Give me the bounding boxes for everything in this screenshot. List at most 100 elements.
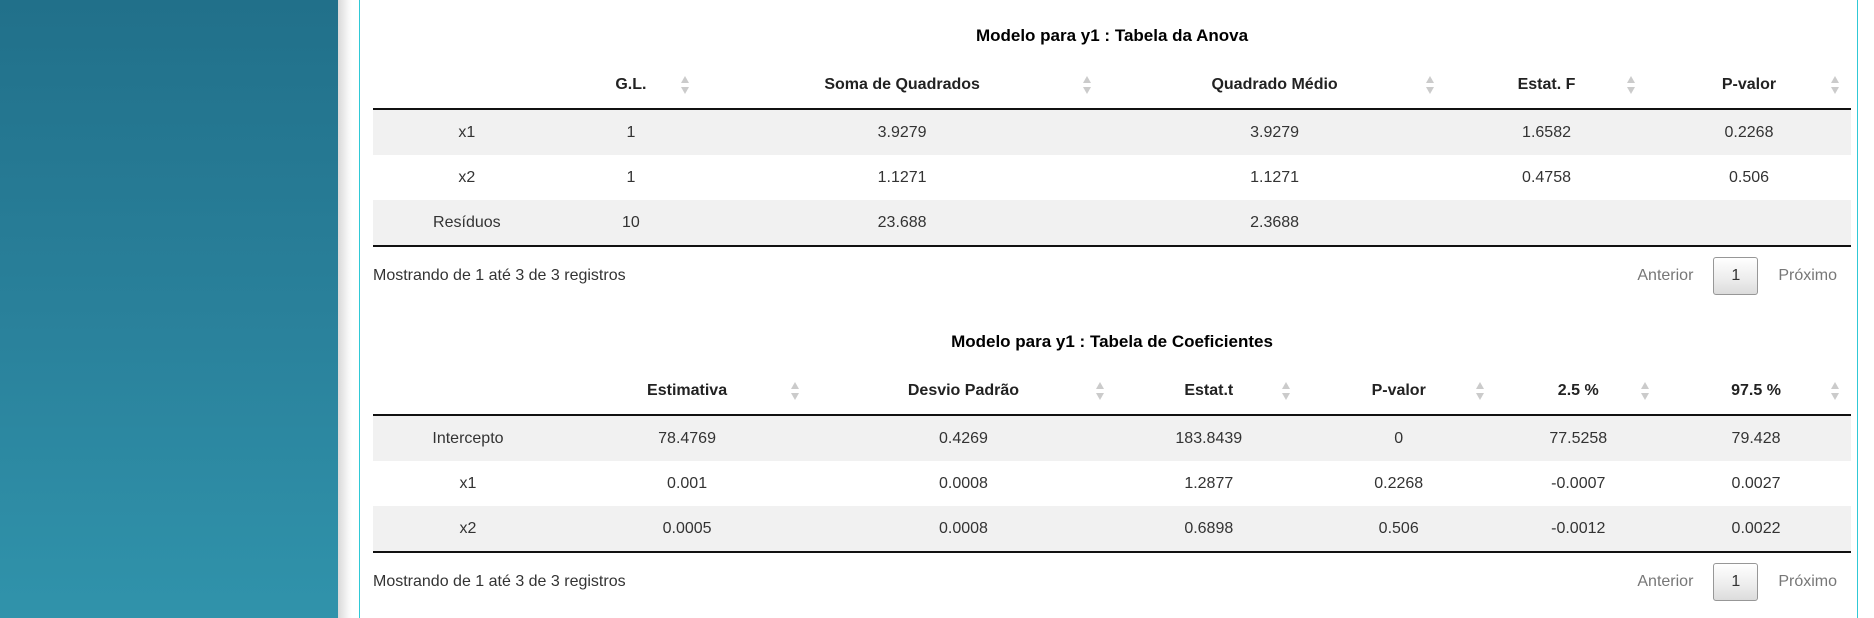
value-cell: 79.428: [1731, 430, 1781, 447]
value-cell: 3.9279: [877, 124, 927, 141]
anova-table-footer: Mostrando de 1 até 3 de 3 registros Ante…: [373, 247, 1851, 295]
row-label-cell: x2: [459, 520, 477, 537]
value-cell: 0.506: [1728, 169, 1770, 186]
anova-table-title: Modelo para y1 : Tabela da Anova: [975, 26, 1249, 45]
sort-icon: [680, 75, 691, 95]
value-cell: 77.5258: [1549, 430, 1608, 447]
value-cell: 1.6582: [1522, 124, 1571, 141]
column-header-label: Estat.t: [1184, 382, 1234, 399]
sort-icon: [1830, 381, 1841, 401]
pagination: Anterior 1 Próximo: [1623, 257, 1851, 295]
value-cell: 23.688: [877, 214, 927, 231]
sort-icon: [1425, 75, 1436, 95]
sidebar: [0, 0, 338, 618]
results-info: Mostrando de 1 até 3 de 3 registros: [373, 573, 626, 590]
column-header-label: Desvio Padrão: [907, 382, 1020, 399]
content-panel: Modelo para y1 : Tabela da Anova G.L. Som…: [359, 0, 1858, 618]
pagination: Anterior 1 Próximo: [1623, 563, 1851, 601]
value-cell: 0.0008: [938, 520, 988, 537]
table-row: Intercepto 78.4769 0.4269 183.8439 0 77.5258 7…: [373, 415, 1851, 461]
table-row: x2 1 1.1271 1.1271 0.4758 0.506: [373, 155, 1851, 200]
column-header-label: P-valor: [1371, 382, 1426, 399]
column-header-label: Estat. F: [1517, 76, 1576, 93]
column-header-label: P-valor: [1721, 76, 1777, 93]
column-header[interactable]: P-valor: [1301, 367, 1496, 416]
column-header[interactable]: 2.5 %: [1495, 367, 1662, 416]
coefficients-table-title: Modelo para y1 : Tabela de Coeficientes: [951, 332, 1273, 351]
value-cell: 0: [1394, 430, 1404, 447]
sort-icon: [1095, 381, 1106, 401]
row-label-cell: x1: [459, 475, 477, 492]
column-header[interactable]: Soma de Quadrados: [701, 61, 1104, 110]
value-cell: 0.0022: [1731, 520, 1781, 537]
next-page-button[interactable]: Próximo: [1778, 573, 1837, 590]
column-header[interactable]: P-valor: [1647, 61, 1851, 110]
sort-icon: [1626, 75, 1637, 95]
column-header[interactable]: Quadrado Médio: [1103, 61, 1447, 110]
sort-icon: [1082, 75, 1093, 95]
page-1-button[interactable]: 1: [1713, 257, 1759, 295]
table-row: x1 1 3.9279 3.9279 1.6582 0.2268: [373, 109, 1851, 155]
value-cell: 1.1271: [1250, 169, 1300, 186]
value-cell: 0.0008: [938, 475, 988, 492]
column-header-label: 2.5 %: [1557, 382, 1599, 399]
sort-icon: [1640, 381, 1651, 401]
column-header-label: Soma de Quadrados: [824, 76, 980, 93]
table-row: Resíduos 10 23.688 2.3688: [373, 200, 1851, 246]
value-cell: 1.1271: [877, 169, 927, 186]
value-cell: 0.2268: [1374, 475, 1424, 492]
value-cell: -0.0012: [1551, 520, 1606, 537]
value-cell: 0.4269: [938, 430, 988, 447]
coefficients-section: Modelo para y1 : Tabela de Coeficientes …: [373, 331, 1851, 601]
header-row: G.L. Soma de Quadrados Quadrado Médio Estat…: [373, 61, 1851, 110]
coefficients-table: Estimativa Desvio Padrão Estat.t P-valor 2.5…: [373, 367, 1851, 553]
value-cell: 10: [622, 214, 640, 231]
sidebar-shadow: [338, 0, 352, 618]
anova-section: Modelo para y1 : Tabela da Anova G.L. Som…: [373, 25, 1851, 295]
row-label-cell: x2: [458, 169, 476, 186]
row-label-cell: x1: [458, 124, 476, 141]
value-cell: 0.4758: [1522, 169, 1571, 186]
value-cell: 0.6898: [1184, 520, 1234, 537]
table-row: x2 0.0005 0.0008 0.6898 0.506 -0.0012 0.0022: [373, 506, 1851, 552]
row-label-cell: Resíduos: [433, 214, 501, 231]
next-page-button[interactable]: Próximo: [1778, 267, 1837, 284]
coefficients-table-footer: Mostrando de 1 até 3 de 3 registros Ante…: [373, 553, 1851, 601]
sort-icon: [790, 381, 801, 401]
column-header-label: Quadrado Médio: [1211, 76, 1338, 93]
column-header[interactable]: Estimativa: [562, 367, 812, 416]
value-cell: 0.0027: [1731, 475, 1781, 492]
row-label-header: [373, 367, 563, 416]
value-cell: 1: [626, 169, 636, 186]
value-cell: 1: [626, 124, 636, 141]
results-info: Mostrando de 1 até 3 de 3 registros: [373, 267, 626, 284]
column-header[interactable]: Estat. F: [1446, 61, 1648, 110]
column-header-label: G.L.: [615, 76, 647, 93]
column-header[interactable]: Desvio Padrão: [811, 367, 1116, 416]
value-cell: 78.4769: [658, 430, 716, 447]
anova-table: G.L. Soma de Quadrados Quadrado Médio Estat…: [373, 61, 1851, 247]
row-label-header: [373, 61, 561, 110]
sort-icon: [1281, 381, 1292, 401]
value-cell: [1446, 200, 1647, 246]
sort-icon: [1830, 75, 1841, 95]
column-header[interactable]: 97.5 %: [1661, 367, 1851, 416]
column-header[interactable]: G.L.: [560, 61, 702, 110]
value-cell: -0.0007: [1551, 475, 1606, 492]
previous-page-button[interactable]: Anterior: [1637, 573, 1694, 590]
row-label-cell: Intercepto: [432, 430, 504, 447]
page-1-button[interactable]: 1: [1713, 563, 1759, 601]
value-cell: [1647, 200, 1851, 246]
column-header[interactable]: Estat.t: [1115, 367, 1302, 416]
value-cell: 0.001: [667, 475, 708, 492]
previous-page-button[interactable]: Anterior: [1637, 267, 1694, 284]
value-cell: 2.3688: [1250, 214, 1300, 231]
value-cell: 183.8439: [1175, 430, 1243, 447]
value-cell: 0.506: [1378, 520, 1419, 537]
sort-icon: [1475, 381, 1486, 401]
column-header-label: Estimativa: [647, 382, 728, 399]
value-cell: 0.0005: [662, 520, 712, 537]
header-row: Estimativa Desvio Padrão Estat.t P-valor 2.5…: [373, 367, 1851, 416]
value-cell: 3.9279: [1250, 124, 1300, 141]
